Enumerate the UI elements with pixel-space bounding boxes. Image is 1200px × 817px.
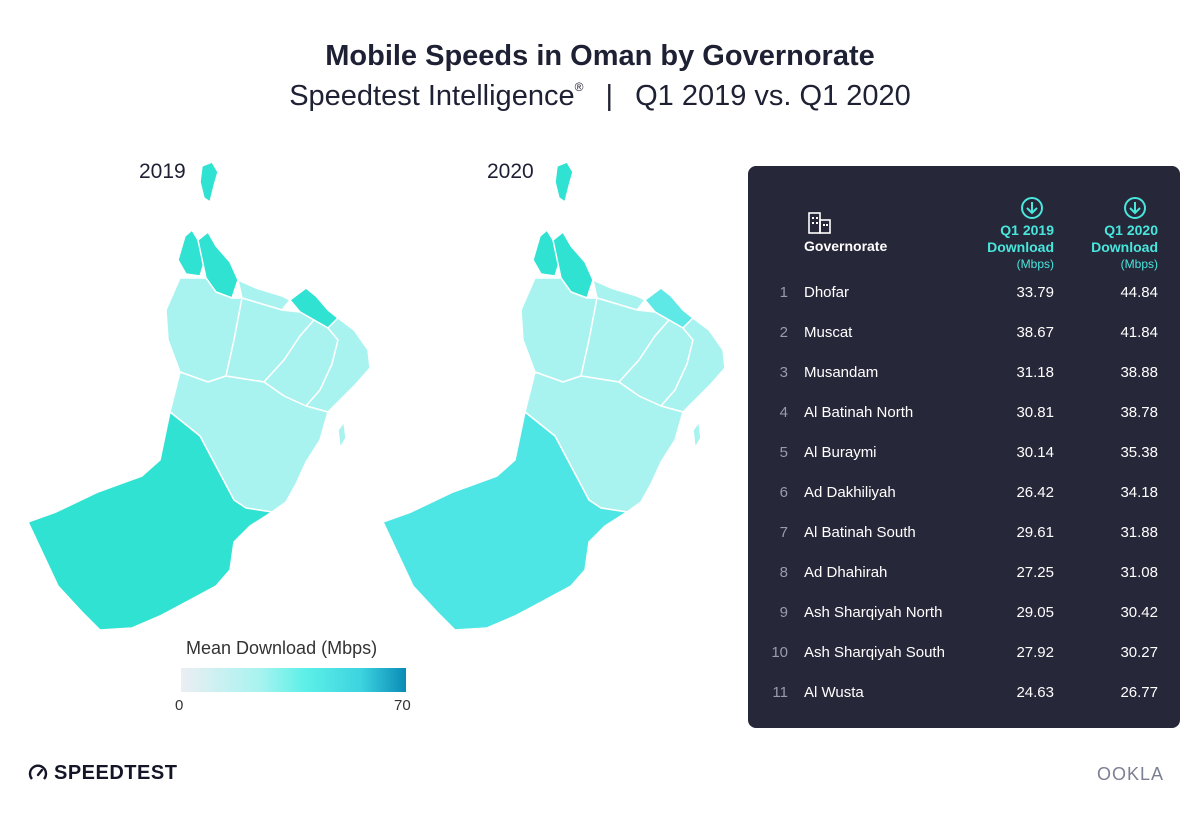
row-q1-2019: 26.42	[1016, 484, 1054, 501]
row-governorate: Musandam	[804, 364, 879, 381]
row-rank: 10	[771, 644, 788, 661]
table-row: 4 Al Batinah North 30.81 38.78	[748, 404, 1180, 426]
table-row: 8 Ad Dhahirah 27.25 31.08	[748, 564, 1180, 586]
row-rank: 7	[779, 524, 788, 541]
row-q1-2020: 35.38	[1120, 444, 1158, 461]
row-rank: 4	[779, 404, 788, 421]
oman-map-2019	[27, 161, 371, 631]
header-q1-2020-line1: Q1 2020	[1104, 222, 1158, 238]
row-q1-2019: 27.25	[1016, 564, 1054, 581]
speedtest-logo-text: SPEEDTEST	[54, 761, 178, 784]
header-q1-2019-line2: Download	[987, 239, 1054, 255]
row-q1-2019: 24.63	[1016, 684, 1054, 701]
header-governorate: Governorate	[804, 238, 888, 254]
row-q1-2020: 44.84	[1120, 284, 1158, 301]
row-q1-2019: 33.79	[1016, 284, 1054, 301]
header-q1-2020: Q1 2020 Download (Mbps)	[1038, 222, 1158, 273]
row-rank: 2	[779, 324, 788, 341]
row-q1-2020: 38.78	[1120, 404, 1158, 421]
download-arrow-icon	[1021, 197, 1043, 219]
registered-mark: ®	[574, 80, 584, 94]
oman-map-2020	[382, 161, 726, 631]
region-dhofar	[27, 411, 273, 631]
row-rank: 5	[779, 444, 788, 461]
table-row: 7 Al Batinah South 29.61 31.88	[748, 524, 1180, 546]
ranking-table: Governorate Q1 2019 Download (Mbps) Q1 2…	[748, 166, 1180, 728]
subtitle-separator: |	[605, 80, 614, 112]
header-q1-2020-unit: (Mbps)	[1120, 257, 1158, 271]
table-row: 1 Dhofar 33.79 44.84	[748, 284, 1180, 306]
map-year-2020: 2020	[487, 160, 534, 183]
row-q1-2020: 41.84	[1120, 324, 1158, 341]
row-q1-2020: 30.42	[1120, 604, 1158, 621]
download-arrow-icon	[1124, 197, 1146, 219]
row-q1-2019: 29.61	[1016, 524, 1054, 541]
row-q1-2019: 29.05	[1016, 604, 1054, 621]
row-governorate: Al Wusta	[804, 684, 864, 701]
header-q1-2020-line2: Download	[1091, 239, 1158, 255]
row-rank: 9	[779, 604, 788, 621]
row-governorate: Al Buraymi	[804, 444, 877, 461]
speedtest-gauge-icon	[28, 764, 48, 780]
table-row: 11 Al Wusta 24.63 26.77	[748, 684, 1180, 706]
table-row: 10 Ash Sharqiyah South 27.92 30.27	[748, 644, 1180, 666]
row-q1-2020: 26.77	[1120, 684, 1158, 701]
speedtest-logo: SPEEDTEST	[28, 762, 177, 784]
table-row: 9 Ash Sharqiyah North 29.05 30.42	[748, 604, 1180, 626]
legend-color-scale	[181, 668, 406, 692]
subtitle-period: Q1 2019 vs. Q1 2020	[635, 80, 911, 112]
region-ash-sharqiyah-south	[660, 317, 726, 413]
row-q1-2019: 27.92	[1016, 644, 1054, 661]
row-governorate: Ash Sharqiyah South	[804, 644, 945, 661]
row-governorate: Ad Dakhiliyah	[804, 484, 896, 501]
governorate-buildings-icon	[808, 212, 831, 234]
subtitle-brand: Speedtest Intelligence	[289, 80, 575, 112]
row-rank: 8	[779, 564, 788, 581]
row-governorate: Ash Sharqiyah North	[804, 604, 943, 621]
legend-max-label: 70	[394, 697, 411, 714]
region-masirah	[692, 421, 702, 449]
row-q1-2019: 30.14	[1016, 444, 1054, 461]
region-dhofar	[382, 411, 628, 631]
ookla-logo: OOKLA	[1097, 764, 1165, 784]
row-q1-2019: 31.18	[1016, 364, 1054, 381]
row-q1-2019: 38.67	[1016, 324, 1054, 341]
row-governorate: Al Batinah North	[804, 404, 914, 421]
row-rank: 11	[772, 684, 788, 701]
row-governorate: Al Batinah South	[804, 524, 916, 541]
legend-title: Mean Download (Mbps)	[186, 638, 378, 658]
row-q1-2020: 30.27	[1120, 644, 1158, 661]
chart-title: Mobile Speeds in Oman by Governorate	[325, 40, 875, 72]
table-row: 3 Musandam 31.18 38.88	[748, 364, 1180, 386]
table-row: 6 Ad Dakhiliyah 26.42 34.18	[748, 484, 1180, 506]
chart-subtitle: Speedtest Intelligence® | Q1 2019 vs. Q1…	[0, 80, 1200, 113]
row-rank: 1	[779, 284, 788, 301]
header-q1-2019-unit: (Mbps)	[1016, 257, 1054, 271]
header-q1-2019: Q1 2019 Download (Mbps)	[934, 222, 1054, 273]
region-musandam	[199, 161, 219, 203]
row-rank: 3	[779, 364, 788, 381]
row-q1-2020: 34.18	[1120, 484, 1158, 501]
row-q1-2020: 38.88	[1120, 364, 1158, 381]
header-q1-2019-line1: Q1 2019	[1000, 222, 1054, 238]
row-governorate: Muscat	[804, 324, 853, 341]
legend-min-label: 0	[175, 697, 184, 714]
region-ash-sharqiyah-south	[305, 317, 371, 413]
row-q1-2019: 30.81	[1016, 404, 1054, 421]
row-rank: 6	[779, 484, 788, 501]
row-governorate: Ad Dhahirah	[804, 564, 888, 581]
row-q1-2020: 31.08	[1120, 564, 1158, 581]
region-masirah	[337, 421, 347, 449]
table-row: 2 Muscat 38.67 41.84	[748, 324, 1180, 346]
table-row: 5 Al Buraymi 30.14 35.38	[748, 444, 1180, 466]
region-musandam	[554, 161, 574, 203]
map-year-2019: 2019	[139, 160, 186, 183]
row-q1-2020: 31.88	[1120, 524, 1158, 541]
row-governorate: Dhofar	[804, 284, 850, 301]
